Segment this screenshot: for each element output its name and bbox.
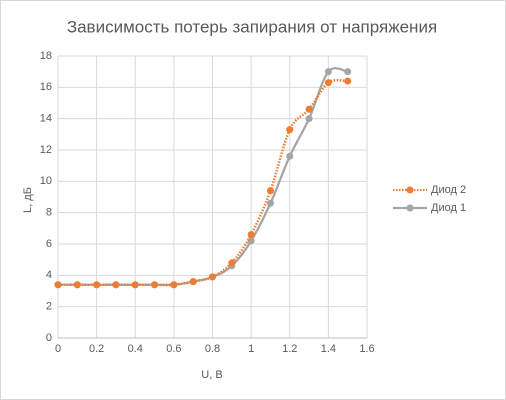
data-point: [228, 259, 236, 267]
x-tick-label: 1: [248, 343, 254, 355]
data-point: [305, 115, 313, 123]
series-line: [58, 78, 348, 287]
data-point: [112, 281, 120, 289]
legend-marker: [406, 204, 414, 212]
data-point: [189, 278, 197, 286]
data-point: [344, 68, 352, 76]
y-tick-label: 6: [46, 238, 52, 250]
data-point: [93, 281, 101, 289]
y-tick-label: 14: [40, 113, 52, 125]
data-point: [266, 187, 274, 195]
data-point: [247, 231, 255, 239]
x-tick-label: 0.6: [166, 343, 181, 355]
y-tick-label: 18: [40, 50, 52, 62]
legend-label: Диод 1: [431, 202, 466, 214]
x-tick-label: 1.6: [359, 343, 374, 355]
data-point: [344, 77, 352, 85]
data-point: [247, 237, 255, 245]
x-tick-label: 0.8: [205, 343, 220, 355]
x-tick-label: 1.2: [282, 343, 297, 355]
data-point: [209, 273, 216, 281]
data-point: [131, 281, 139, 289]
x-tick-label: 0: [55, 343, 61, 355]
data-point: [324, 79, 332, 87]
x-axis-label: U, В: [201, 369, 222, 381]
data-point: [266, 199, 274, 207]
y-tick-label: 12: [40, 144, 52, 156]
data-point: [170, 281, 178, 289]
y-tick-label: 4: [46, 269, 52, 281]
data-point: [286, 126, 294, 134]
x-tick-label: 1.4: [321, 343, 336, 355]
y-tick-label: 10: [40, 175, 52, 187]
y-axis-label: L, дБ: [22, 187, 34, 213]
chart-title: Зависимость потерь запирания от напряжен…: [67, 17, 437, 36]
x-tick-label: 0.4: [128, 343, 143, 355]
y-tick-label: 0: [46, 332, 52, 344]
x-tick-label: 0.2: [89, 343, 104, 355]
data-point: [151, 281, 159, 289]
data-point: [54, 281, 62, 289]
data-point: [286, 152, 294, 160]
y-tick-label: 8: [46, 207, 52, 219]
data-point: [305, 105, 313, 113]
legend-marker: [406, 186, 414, 194]
y-tick-label: 16: [40, 81, 52, 93]
y-tick-label: 2: [46, 301, 52, 313]
data-point: [73, 281, 81, 289]
legend-label: Диод 2: [431, 184, 466, 196]
data-point: [324, 68, 332, 76]
